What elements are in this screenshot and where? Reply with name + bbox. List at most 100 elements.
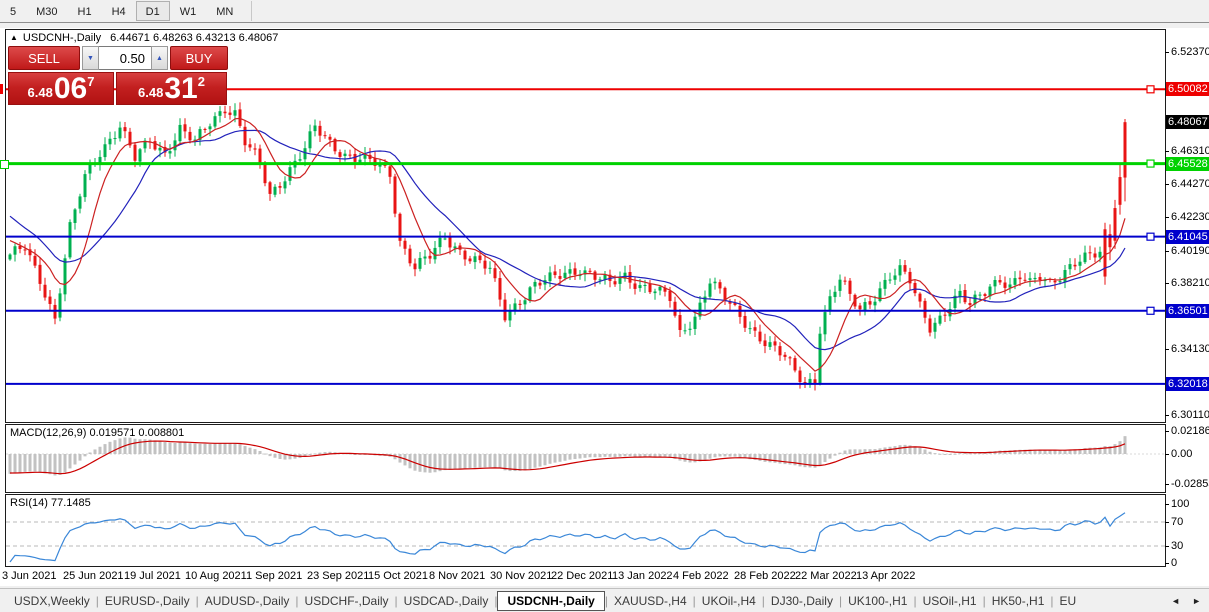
timeframe-button-d1[interactable]: D1 (135, 1, 170, 21)
hline-left-handle-red[interactable] (0, 84, 3, 95)
timeframe-toolbar: 5 M30 H1 H4 D1 W1 MN (0, 0, 1209, 23)
axis-tick-mark (1165, 250, 1169, 252)
candlestick-series (8, 102, 1127, 391)
time-axis-label: 19 Jul 2021 (124, 570, 181, 582)
panel-collapse-icon[interactable]: ▲ (10, 33, 18, 42)
timeframe-button-w1[interactable]: W1 (170, 1, 207, 21)
rsi-indicator-label: RSI(14) 77.1485 (10, 497, 91, 509)
hline-handle-6.45528[interactable] (1146, 159, 1155, 168)
time-axis-label: 1 Sep 2021 (246, 570, 303, 582)
time-axis-label: 8 Nov 2021 (429, 570, 486, 582)
tab-separator: | (295, 594, 299, 608)
level-price-badge-6.45528: 6.45528 (1166, 156, 1209, 171)
price-axis-label: 6.40190 (1171, 244, 1209, 257)
timeframe-button-5[interactable]: 5 (0, 1, 26, 21)
toolbar-separator (251, 1, 253, 21)
chart-tab-eu[interactable]: EU (1059, 594, 1077, 608)
axis-tick-mark (1165, 483, 1169, 485)
chart-symbol-label: USDCNH-,Daily (22, 32, 102, 44)
axis-tick-mark (1165, 282, 1169, 284)
chart-tab-ukoil-h4[interactable]: UKOil-,H4 (701, 594, 756, 608)
sell-price-quote[interactable]: 6.48 06 7 (8, 72, 114, 105)
volume-decrease-icon[interactable]: ▼ (82, 46, 100, 70)
tab-separator: | (692, 594, 696, 608)
tab-separator: | (494, 594, 498, 608)
sell-button[interactable]: SELL (8, 46, 81, 70)
tab-separator: | (913, 594, 917, 608)
price-axis-label: 70 (1171, 516, 1184, 528)
volume-increase-icon[interactable]: ▲ (151, 46, 169, 70)
time-axis-label: 28 Feb 2022 (734, 570, 796, 582)
tab-separator: | (761, 594, 765, 608)
sell-price-base: 6.48 (27, 85, 53, 100)
hline-handle-6.41045[interactable] (1146, 232, 1155, 241)
macd-indicator-label: MACD(12,26,9) 0.019571 0.008801 (10, 427, 185, 439)
time-axis-label: 3 Jun 2021 (2, 570, 57, 582)
volume-input[interactable] (99, 46, 152, 70)
macd-pane[interactable] (5, 424, 1166, 493)
level-price-badge-6.32018: 6.32018 (1166, 376, 1209, 391)
time-axis-label: 30 Nov 2021 (490, 570, 553, 582)
tab-separator: | (195, 594, 199, 608)
timeframe-button-mn[interactable]: MN (206, 1, 243, 21)
one-click-trading-panel: SELL ▼ ▲ BUY 6.48 06 7 6.48 31 2 (8, 46, 228, 105)
chart-tab-usoil-h1[interactable]: USOil-,H1 (922, 594, 977, 608)
chart-tab-xauusd-h4[interactable]: XAUUSD-,H4 (613, 594, 687, 608)
tab-separator: | (604, 594, 608, 608)
timeframe-button-h1[interactable]: H1 (68, 1, 102, 21)
level-price-badge-6.36501: 6.36501 (1166, 303, 1209, 318)
axis-tick-mark (1165, 546, 1169, 547)
chart-tab-audusd-daily[interactable]: AUDUSD-,Daily (204, 594, 290, 608)
time-axis-label: 15 Oct 2021 (368, 570, 428, 582)
rsi-pane[interactable] (5, 494, 1166, 567)
chart-title: ▲ USDCNH-,Daily 6.44671 6.48263 6.43213 6.… (10, 32, 278, 44)
price-axis-label: 6.30110 (1171, 408, 1209, 421)
tab-scroll-controls: ◄ ► (1163, 596, 1209, 606)
tab-scroll-right-icon[interactable]: ► (1192, 596, 1201, 606)
chart-ohlc-values: 6.44671 6.48263 6.43213 6.48067 (110, 32, 279, 44)
time-axis-label: 22 Mar 2022 (795, 570, 857, 582)
tab-separator: | (1050, 594, 1054, 608)
chart-tab-hk50-h1[interactable]: HK50-,H1 (991, 594, 1045, 608)
buy-button[interactable]: BUY (170, 46, 228, 70)
buy-price-point: 2 (197, 74, 205, 89)
sell-price-pips: 06 (53, 72, 88, 105)
price-axis-label: 6.42230 (1171, 211, 1209, 224)
price-axis-label: 6.44270 (1171, 178, 1209, 191)
chart-tab-eurusd-daily[interactable]: EURUSD-,Daily (104, 594, 190, 608)
axis-tick-mark (1165, 431, 1169, 433)
axis-tick-mark (1165, 414, 1169, 416)
ma-fast-line (9, 117, 1126, 372)
chart-tab-usdcnh-daily[interactable]: USDCNH-,Daily (497, 591, 605, 611)
chart-window: ▲ USDCNH-,Daily 6.44671 6.48263 6.43213 6.… (0, 28, 1209, 586)
chart-tab-bar: USDX,Weekly | EURUSD-,Daily | AUDUSD-,Daily |… (0, 588, 1209, 612)
level-price-badge-6.41045: 6.41045 (1166, 229, 1209, 244)
chart-tab-dj30-daily[interactable]: DJ30-,Daily (770, 594, 833, 608)
hline-left-handle-green[interactable] (0, 159, 9, 169)
time-axis-label: 13 Jan 2022 (612, 570, 673, 582)
timeframe-button-h4[interactable]: H4 (102, 1, 136, 21)
time-axis-label: 4 Feb 2022 (673, 570, 729, 582)
axis-tick-mark (1165, 349, 1169, 351)
price-axis-label: 0.021861 (1171, 425, 1209, 438)
chart-tab-usdcad-daily[interactable]: USDCAD-,Daily (403, 594, 489, 608)
time-axis-label: 10 Aug 2021 (185, 570, 247, 582)
axis-tick-mark (1165, 52, 1169, 53)
buy-price-base: 6.48 (138, 85, 164, 100)
timeframe-button-m30[interactable]: M30 (26, 1, 67, 21)
axis-tick-mark (1165, 522, 1169, 523)
axis-tick-mark (1165, 150, 1169, 152)
hline-handle-6.50082[interactable] (1146, 85, 1155, 94)
tab-scroll-left-icon[interactable]: ◄ (1171, 596, 1181, 606)
sell-price-point: 7 (87, 74, 95, 89)
axis-tick-mark (1165, 454, 1169, 455)
axis-tick-mark (1165, 184, 1169, 186)
chart-tab-track: USDX,Weekly | EURUSD-,Daily | AUDUSD-,Daily |… (0, 591, 1163, 611)
chart-tab-uk100-h1[interactable]: UK100-,H1 (848, 594, 908, 608)
buy-price-quote[interactable]: 6.48 31 2 (116, 72, 227, 105)
tab-separator: | (95, 594, 99, 608)
hline-handle-6.36501[interactable] (1146, 306, 1155, 315)
chart-tab-usdchf-daily[interactable]: USDCHF-,Daily (304, 594, 389, 608)
chart-tab-usdx-weekly[interactable]: USDX,Weekly (14, 594, 90, 608)
